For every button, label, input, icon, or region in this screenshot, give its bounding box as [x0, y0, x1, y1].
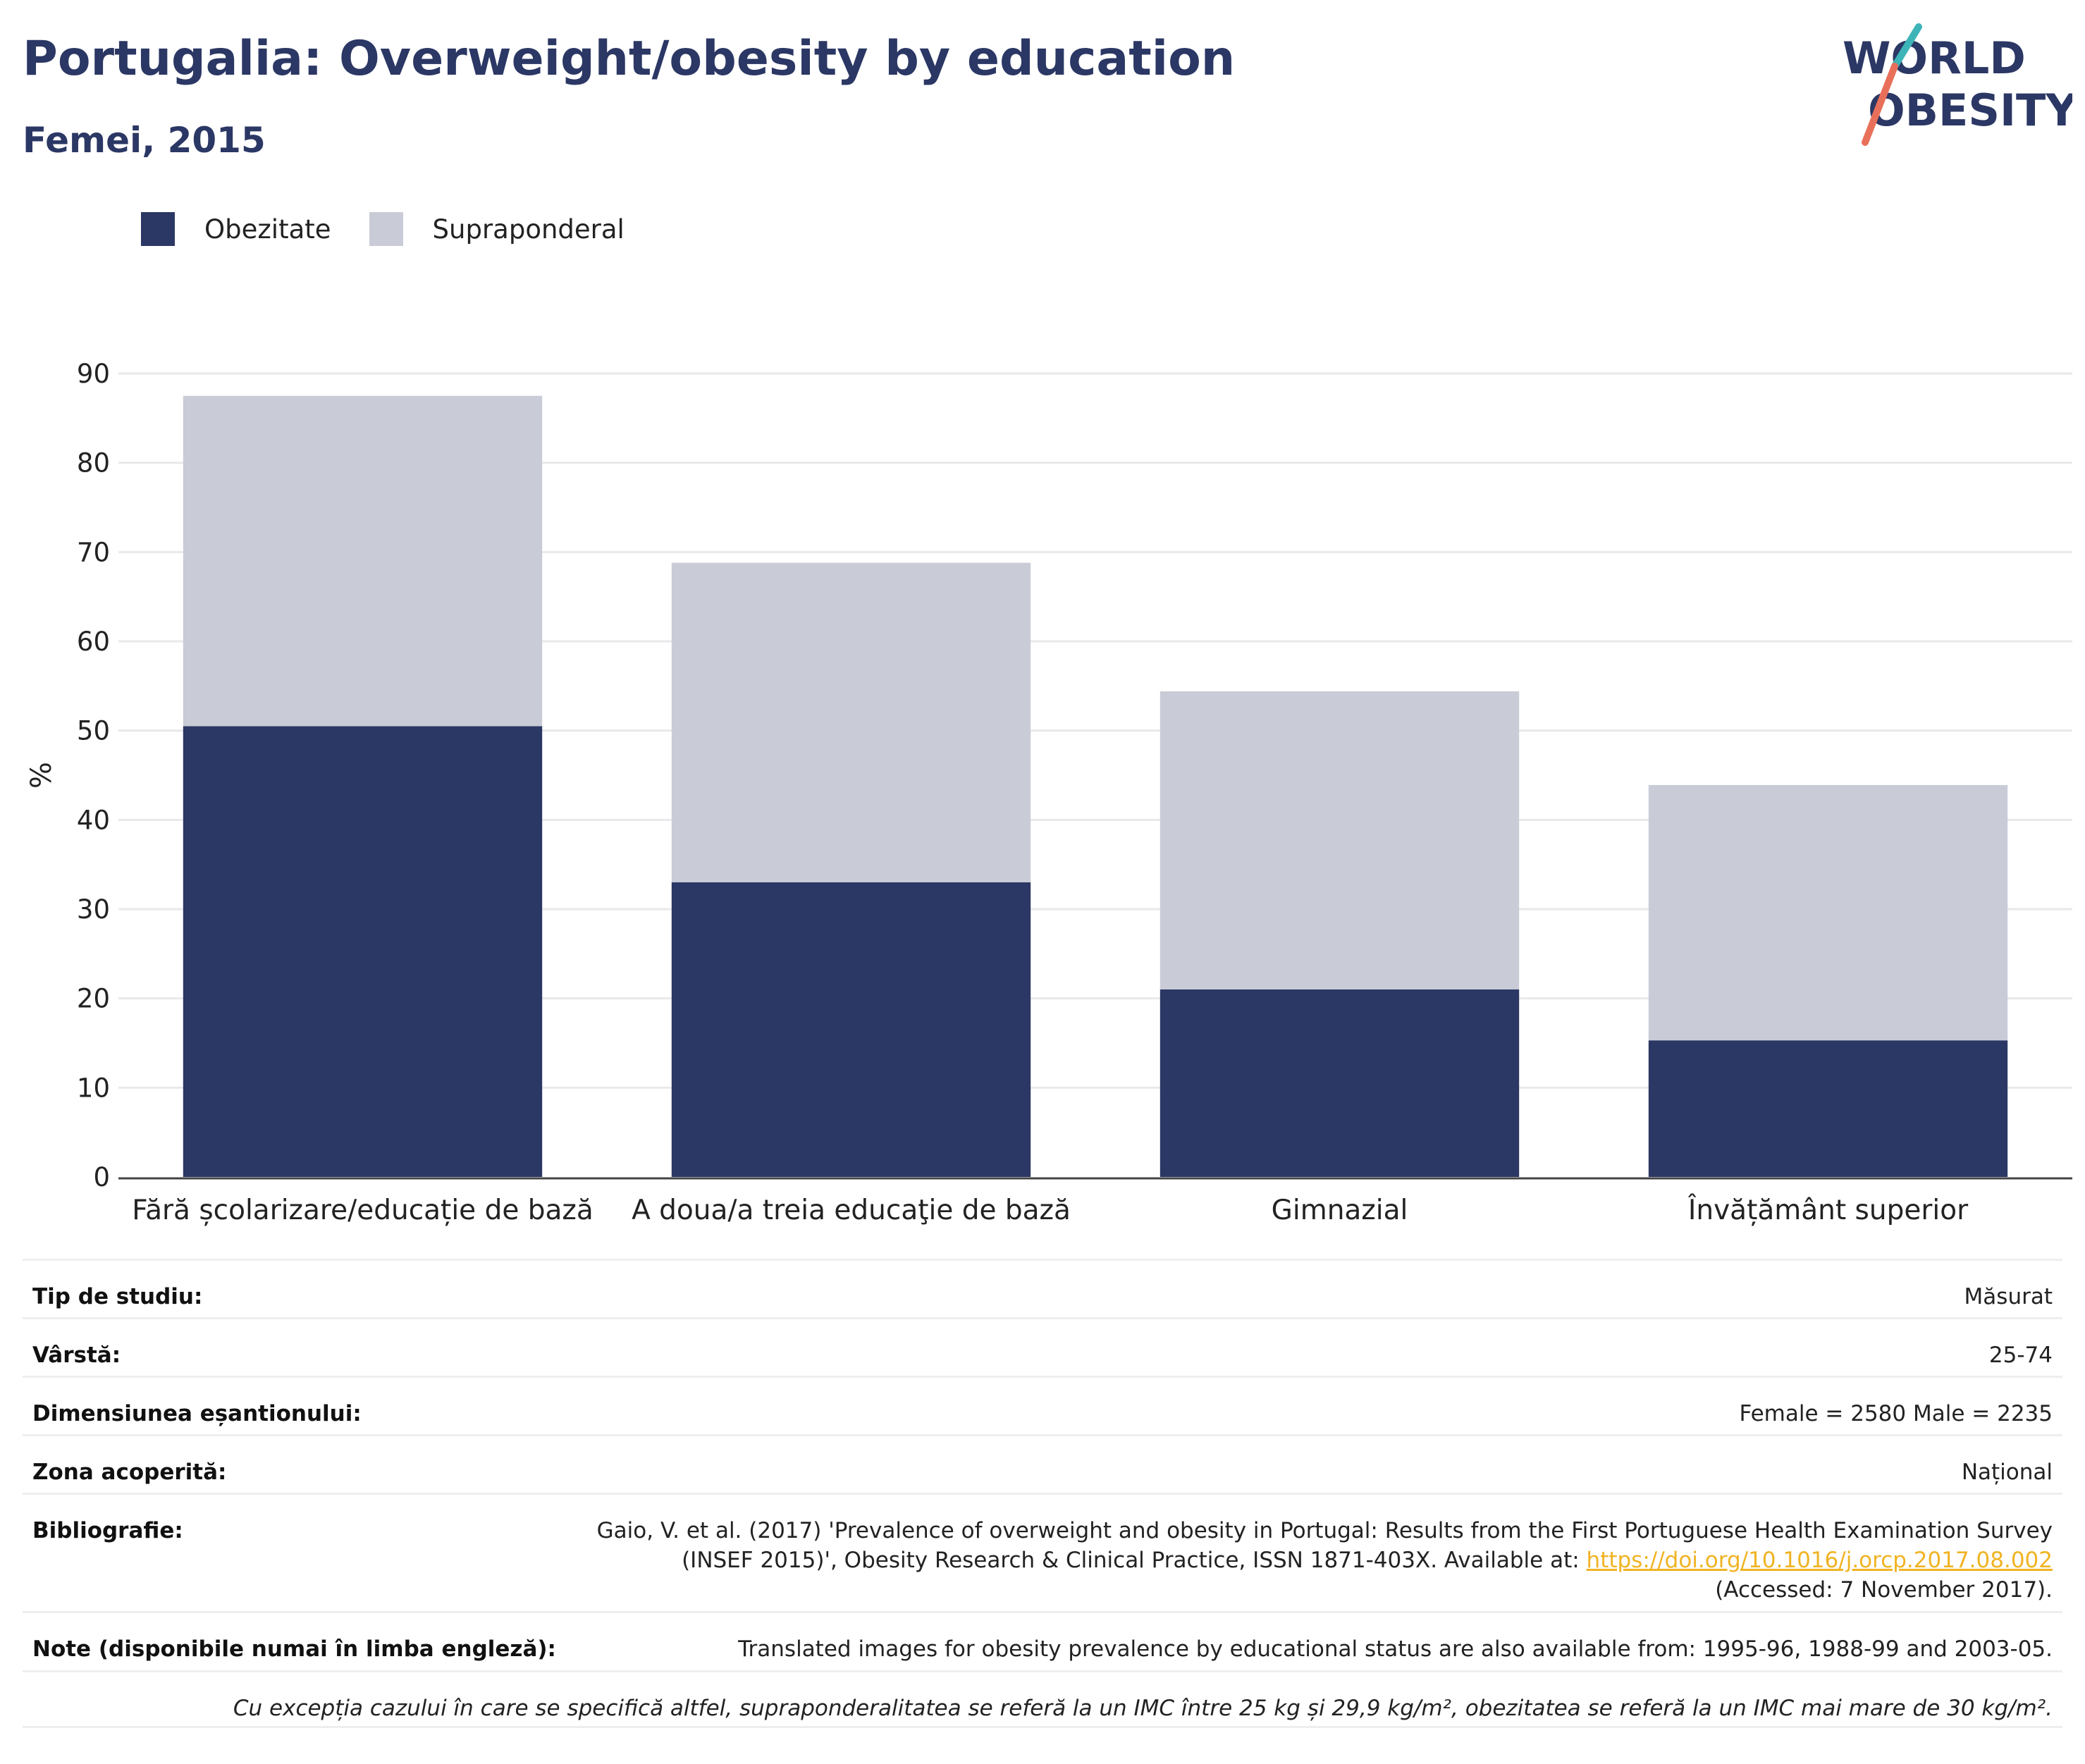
y-tick-label: 0 — [93, 1162, 110, 1192]
info-row-study-type: Tip de studiu: Măsurat — [23, 1259, 2062, 1317]
x-tick-label: Gimnazial — [1272, 1195, 1408, 1226]
y-tick-label: 10 — [77, 1073, 110, 1103]
info-row-notes: Note (disponibile numai în limba engleză… — [23, 1611, 2062, 1670]
info-value: Măsurat — [1964, 1284, 2053, 1309]
info-value: Național — [1961, 1460, 2053, 1485]
bar-overweight — [183, 395, 543, 727]
info-key: Zona acoperită: — [32, 1460, 227, 1485]
y-tick-label: 50 — [77, 716, 110, 746]
info-key: Bibliografie: — [32, 1518, 183, 1543]
legend-label-obesity: Obezitate — [204, 214, 331, 245]
bar-overweight — [671, 562, 1031, 882]
y-tick-label: 40 — [77, 805, 110, 835]
bibliography-text: Gaio, V. et al. (2017) 'Prevalence of ov… — [597, 1516, 2053, 1605]
info-row-age: Vârstă: 25-74 — [23, 1317, 2062, 1376]
bmi-definition-footnote: Cu excepția cazului în care se specifică… — [233, 1696, 2053, 1721]
bar-obesity — [671, 882, 1031, 1177]
bibliography-line-2: (INSEF 2015)', Obesity Research & Clinic… — [682, 1548, 1587, 1573]
bar-overweight — [1648, 784, 2008, 1041]
y-tick-label: 60 — [77, 627, 110, 657]
x-tick-label: Fără școlarizare/educație de bază — [132, 1195, 593, 1226]
y-axis-label: % — [25, 762, 58, 789]
legend-label-overweight: Supraponderal — [432, 214, 625, 245]
y-tick-label: 80 — [77, 448, 110, 479]
logo-stroke-coral — [1862, 63, 1898, 146]
chart-legend: Obezitate Supraponderal — [141, 210, 663, 248]
info-value: Female = 2580 Male = 2235 — [1739, 1401, 2053, 1426]
legend-item-obesity[interactable]: Obezitate — [141, 212, 331, 246]
logo-stroke-teal — [1891, 23, 1922, 70]
info-key: Vârstă: — [32, 1343, 121, 1368]
y-tick-label: 70 — [77, 537, 110, 567]
chart-title: Portugalia: Overweight/obesity by educat… — [23, 31, 1236, 87]
info-row-sample-size: Dimensiunea eșantionului: Female = 2580 … — [23, 1376, 2062, 1434]
info-key: Note (disponibile numai în limba engleză… — [32, 1636, 556, 1662]
bibliography-line-3: (Accessed: 7 November 2017). — [1715, 1577, 2053, 1603]
y-tick-label: 90 — [77, 359, 110, 389]
info-row-footnote: Cu excepția cazului în care se specifică… — [23, 1670, 2062, 1728]
legend-swatch-obesity — [141, 212, 175, 246]
logo-word-obesity: OBESITY — [1868, 85, 2072, 136]
info-value: Translated images for obesity prevalence… — [738, 1636, 2053, 1662]
stacked-bar-chart: 0 10 20 30 40 50 60 70 80 90% Fără școlarizare/edu… — [25, 359, 2072, 1226]
chart-subtitle: Femei, 2015 — [23, 120, 266, 161]
info-key: Dimensiunea eșantionului: — [32, 1401, 362, 1426]
y-tick-label: 30 — [77, 894, 110, 925]
info-value: 25-74 — [1988, 1343, 2053, 1368]
info-key: Tip de studiu: — [32, 1284, 203, 1309]
bibliography-doi-link[interactable]: https://doi.org/10.1016/j.orcp.2017.08.0… — [1586, 1548, 2053, 1573]
x-tick-label: A doua/a treia educaţie de bază — [632, 1195, 1071, 1226]
y-tick-label: 20 — [77, 984, 110, 1014]
bar-obesity — [183, 726, 543, 1177]
bibliography-line-1: Gaio, V. et al. (2017) 'Prevalence of ov… — [596, 1518, 2053, 1543]
x-tick-label: Învățământ superior — [1687, 1193, 1969, 1226]
world-obesity-logo: WORLD OBESITY — [1843, 23, 2072, 146]
info-row-area-covered: Zona acoperită: Național — [23, 1434, 2062, 1493]
legend-swatch-overweight — [369, 212, 403, 246]
info-row-bibliography: Bibliografie: Gaio, V. et al. (2017) 'Pr… — [23, 1493, 2062, 1611]
bar-obesity — [1648, 1040, 2008, 1177]
logo-word-world: WORLD — [1843, 32, 2026, 84]
legend-item-overweight[interactable]: Supraponderal — [369, 212, 625, 246]
bar-obesity — [1160, 989, 1520, 1177]
bar-overweight — [1160, 691, 1520, 989]
study-info-table: Tip de studiu: Măsurat Vârstă: 25-74 Dim… — [23, 1259, 2062, 1728]
